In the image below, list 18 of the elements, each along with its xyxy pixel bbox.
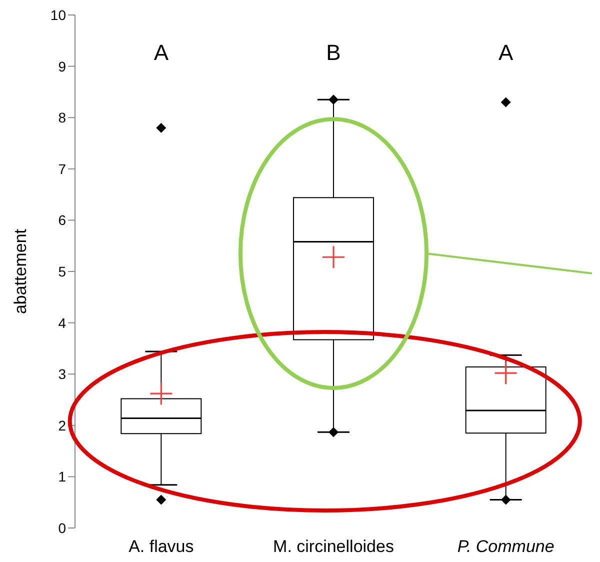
y-tick-label: 3 (58, 366, 66, 382)
y-tick-label: 1 (58, 468, 66, 485)
y-tick-label: 5 (58, 263, 66, 280)
annotation: B (326, 40, 341, 65)
y-tick-label: 8 (58, 110, 66, 126)
y-tick-label: 2 (58, 417, 66, 434)
x-tick-label: A. flavus (128, 537, 194, 556)
x-tick-label: M. circinelloides (273, 537, 394, 556)
annotation: A (498, 40, 514, 65)
x-tick-label: P. Commune (457, 537, 554, 556)
y-axis-title: abattement (11, 228, 30, 314)
y-tick-label: 0 (58, 520, 66, 536)
y-tick-label: 6 (58, 212, 66, 228)
y-tick-label: 7 (58, 160, 66, 177)
y-tick-label: 9 (58, 58, 66, 74)
y-tick-label: 4 (58, 314, 66, 331)
annotation: A (154, 40, 169, 65)
y-tick-label: 10 (50, 6, 66, 23)
